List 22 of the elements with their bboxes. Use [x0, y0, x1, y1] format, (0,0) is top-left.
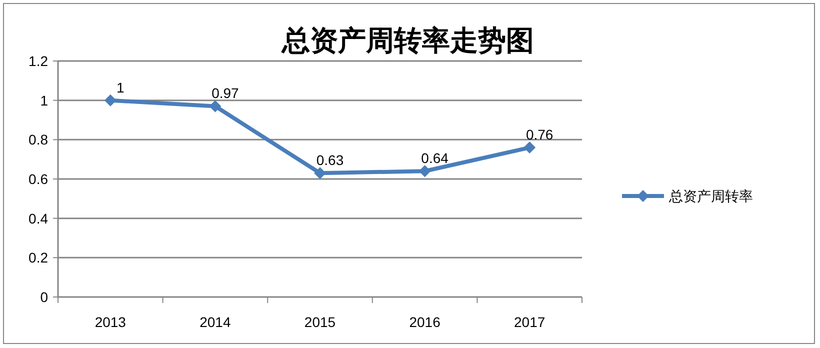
x-tick-label: 2016 [409, 314, 441, 330]
y-tick-label: 0.2 [28, 250, 48, 266]
data-label: 0.76 [526, 126, 554, 143]
y-tick-label: 1.2 [28, 53, 48, 69]
x-tick-label: 2017 [514, 314, 546, 330]
y-tick-label: 0.4 [28, 210, 48, 226]
x-tick-label: 2013 [94, 314, 126, 330]
data-label: 0.97 [212, 85, 240, 102]
title: 总资产周转率走势图 [282, 25, 534, 56]
y-tick-label: 0.6 [28, 171, 48, 187]
x-tick-label: 2014 [200, 314, 231, 330]
legend: 总资产周转率 [622, 188, 753, 204]
y-tick-label: 0 [40, 289, 48, 305]
y-tick-label: 0.8 [28, 132, 48, 148]
x-tick-label: 2015 [304, 314, 336, 330]
point [524, 142, 536, 154]
data-label: 0.64 [421, 150, 449, 166]
point [104, 94, 116, 106]
data-label: 0.63 [316, 152, 344, 168]
data-label: 1 [116, 79, 124, 96]
y-tick-label: 1 [40, 92, 48, 108]
legend-label: 总资产周转率 [668, 188, 753, 204]
